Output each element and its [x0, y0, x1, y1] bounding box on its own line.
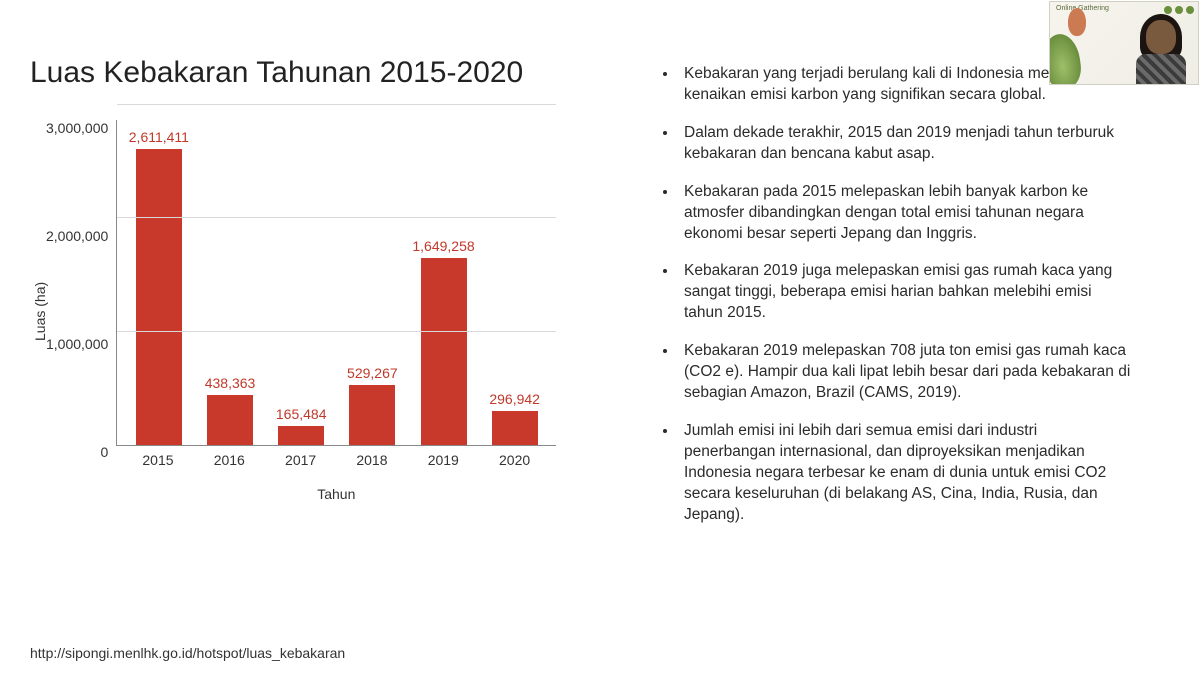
bullet-item: Jumlah emisi ini lebih dari semua emisi … [678, 421, 1132, 526]
bullet-item: Dalam dekade terakhir, 2015 dan 2019 men… [678, 123, 1132, 165]
chart-bar-slot: 2,611,411 [129, 120, 189, 445]
chart-bar-slot: 165,484 [271, 120, 331, 445]
right-column: Kebakaran yang terjadi berulang kali di … [652, 24, 1172, 663]
bullet-item: Kebakaran pada 2015 melepaskan lebih ban… [678, 182, 1132, 245]
source-url: http://sipongi.menlhk.go.id/hotspot/luas… [30, 645, 345, 661]
chart-y-tick-label: 3,000,000 [46, 120, 108, 136]
chart-x-ticks: 2015 2016 2017 2018 2019 2020 [116, 446, 556, 468]
chart-bar-value-label: 296,942 [489, 391, 540, 407]
chart-x-tick-label: 2019 [413, 452, 473, 468]
chart-bar-value-label: 529,267 [347, 365, 398, 381]
badge-dot-icon [1164, 6, 1172, 14]
chart-bar [349, 385, 395, 445]
chart-container: Luas (ha) 3,000,000 2,000,000 1,000,000 0 2… [28, 120, 628, 502]
webcam-person [1132, 14, 1188, 84]
chart-y-axis-label: Luas (ha) [28, 120, 46, 502]
main-columns: Luas Kebakaran Tahunan 2015-2020 Luas (h… [28, 24, 1172, 663]
chart-bar-value-label: 438,363 [205, 375, 256, 391]
chart-bar [136, 149, 182, 445]
chart-bar-slot: 296,942 [485, 120, 545, 445]
chart-gridline [117, 331, 556, 332]
chart-x-tick-label: 2018 [342, 452, 402, 468]
bullet-item: Kebakaran 2019 juga melepaskan emisi gas… [678, 261, 1132, 324]
webcam-plant-decoration [1049, 32, 1084, 85]
chart-x-tick-label: 2020 [485, 452, 545, 468]
chart-x-tick-label: 2016 [199, 452, 259, 468]
bullet-list: Kebakaran yang terjadi berulang kali di … [652, 64, 1132, 526]
chart-bar-value-label: 2,611,411 [129, 129, 189, 145]
chart-gridline [117, 104, 556, 105]
badge-dot-icon [1175, 6, 1183, 14]
chart-y-ticks: 3,000,000 2,000,000 1,000,000 0 [46, 120, 116, 460]
bullet-item: Kebakaran 2019 melepaskan 708 juta ton e… [678, 341, 1132, 404]
chart-bar [421, 258, 467, 445]
chart-y-tick-label: 2,000,000 [46, 228, 108, 244]
slide-title: Luas Kebakaran Tahunan 2015-2020 [30, 56, 628, 90]
chart-x-tick-label: 2015 [128, 452, 188, 468]
chart-gridline [117, 217, 556, 218]
chart-x-tick-label: 2017 [271, 452, 331, 468]
badge-dot-icon [1186, 6, 1194, 14]
chart-plot-column: 2,611,411 438,363 165,484 529,267 1,649,258 2… [116, 120, 556, 502]
chart-bars-row: 2,611,411 438,363 165,484 529,267 1,649,258 2… [117, 120, 556, 445]
webcam-person-head [1146, 20, 1176, 54]
chart-bar [278, 426, 324, 445]
chart-x-axis-label: Tahun [116, 486, 556, 502]
chart-y-tick-label: 1,000,000 [46, 336, 108, 352]
webcam-thumbnail: Online Gathering [1049, 1, 1199, 85]
chart-bar-value-label: 165,484 [276, 406, 327, 422]
chart-y-tick-label: 0 [101, 444, 109, 460]
chart-bar [492, 411, 538, 445]
chart-bar-slot: 438,363 [200, 120, 260, 445]
chart-plot-area: 2,611,411 438,363 165,484 529,267 1,649,258 2… [116, 120, 556, 446]
webcam-flower-decoration [1068, 8, 1086, 36]
chart-bar-slot: 529,267 [342, 120, 402, 445]
left-column: Luas Kebakaran Tahunan 2015-2020 Luas (h… [28, 24, 628, 663]
slide-root: Luas Kebakaran Tahunan 2015-2020 Luas (h… [0, 0, 1200, 675]
webcam-person-torso [1136, 54, 1186, 84]
chart-bar-value-label: 1,649,258 [412, 238, 474, 254]
chart-bar [207, 395, 253, 445]
chart-bar-slot: 1,649,258 [414, 120, 474, 445]
webcam-badges [1164, 6, 1194, 14]
